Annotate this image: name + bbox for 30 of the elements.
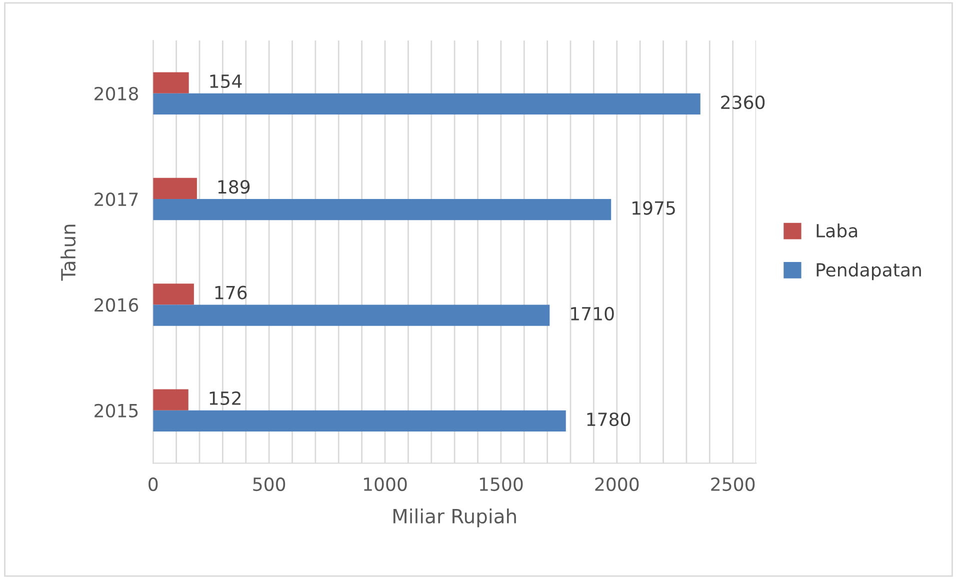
data-label: 1780 — [587, 412, 630, 426]
data-label: 154 — [210, 74, 242, 88]
legend-label: Pendapatan — [816, 262, 921, 280]
data-label: 1975 — [632, 201, 675, 215]
y-tick-label: 2018 — [94, 86, 138, 100]
bar — [153, 284, 194, 305]
data-label: 176 — [215, 286, 247, 300]
x-axis-title: Miliar Rupiah — [393, 508, 516, 528]
x-tick-label: 0 — [148, 477, 158, 492]
bar — [153, 72, 189, 94]
y-tick-label: 2015 — [94, 404, 138, 418]
data-label: 2360 — [721, 96, 765, 110]
x-tick-label: 1000 — [364, 477, 407, 492]
bar — [153, 304, 550, 326]
bar — [153, 199, 612, 220]
y-tick-label: 2016 — [94, 298, 138, 312]
bar — [153, 389, 188, 410]
x-tick-label: 500 — [253, 477, 286, 492]
bar — [153, 93, 700, 114]
y-tick-label: 2017 — [94, 192, 138, 206]
x-tick-label: 1500 — [480, 477, 523, 492]
x-tick-label: 2500 — [711, 477, 755, 492]
legend-label: Laba — [816, 224, 858, 238]
data-label: 189 — [218, 180, 250, 194]
y-axis-title: Tahun — [60, 224, 76, 281]
x-tick-label: 2000 — [595, 477, 639, 492]
bar — [153, 178, 197, 200]
data-label: 1710 — [571, 306, 614, 321]
data-label: 152 — [210, 391, 240, 406]
bar — [153, 410, 566, 432]
